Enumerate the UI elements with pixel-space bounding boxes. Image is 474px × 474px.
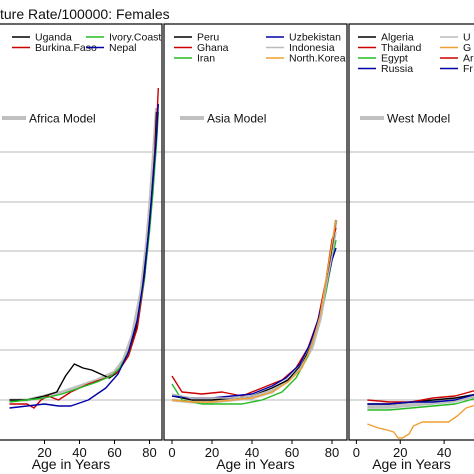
x-tick-label: 20 xyxy=(37,445,51,460)
gridlines xyxy=(349,151,474,401)
x-axis-label: Age in Years xyxy=(372,456,451,472)
x-tick-label: 40 xyxy=(72,445,86,460)
legend-label: G xyxy=(463,42,471,54)
x-tick-label: 80 xyxy=(325,445,339,460)
x-tick-label: 0 xyxy=(168,445,175,460)
model-label: West Model xyxy=(387,112,450,126)
gridlines xyxy=(0,151,162,401)
figure-title: ture Rate/100000: Females xyxy=(0,6,170,22)
legend-label: Indonesia xyxy=(289,42,335,54)
legend-label: Uganda xyxy=(35,32,72,44)
series-line-6 xyxy=(171,231,337,399)
panel-frame xyxy=(348,23,474,441)
legend-label: Nepal xyxy=(109,42,136,54)
x-tick-label: 20 xyxy=(393,445,407,460)
series-line-1 xyxy=(171,219,338,404)
legend-label: Ar xyxy=(463,53,474,65)
series-line-4 xyxy=(9,111,159,403)
series-line-5 xyxy=(171,247,337,399)
x-tick-label: 20 xyxy=(205,445,219,460)
series-line-6 xyxy=(367,404,474,439)
series-line-3 xyxy=(171,227,337,397)
series-line-5 xyxy=(367,394,474,405)
legend-label: Fr xyxy=(463,63,473,75)
series-line-3 xyxy=(9,87,159,409)
series-group xyxy=(171,219,338,405)
legend-label: Ivory.Coast xyxy=(109,32,161,44)
x-axis-label: Age in Years xyxy=(32,456,111,472)
series-group xyxy=(9,87,159,409)
x-tick-label: 60 xyxy=(285,445,299,460)
model-label: Asia Model xyxy=(207,112,266,126)
gridlines xyxy=(164,151,347,401)
legend-label: Russia xyxy=(381,63,413,75)
legend-label: U xyxy=(463,32,471,44)
legend-label: Iran xyxy=(197,53,215,65)
legend-label: Egypt xyxy=(381,53,408,65)
x-tick-label: 0 xyxy=(353,445,360,460)
series-line-2 xyxy=(9,111,158,401)
legend-label: Peru xyxy=(197,32,219,44)
series-line-7 xyxy=(171,219,337,403)
panel-frame xyxy=(0,23,163,441)
x-tick-label: 40 xyxy=(245,445,259,460)
legend-label: Uzbekistan xyxy=(289,32,341,44)
legend-label: North.Korea xyxy=(289,53,346,65)
series-line-4 xyxy=(367,398,474,411)
legend-label: Ghana xyxy=(197,42,229,54)
x-tick-label: 80 xyxy=(142,445,156,460)
legend-label: Thailand xyxy=(381,42,421,54)
legend-label: Burkina.Faso xyxy=(35,42,97,54)
series-group xyxy=(367,390,474,439)
series-line-3 xyxy=(367,390,474,403)
panel-frame xyxy=(163,23,348,441)
legend-label: Algeria xyxy=(381,32,414,44)
x-tick-label: 60 xyxy=(107,445,121,460)
model-label: Africa Model xyxy=(29,112,96,126)
series-line-2 xyxy=(171,219,337,401)
series-line-7 xyxy=(367,396,474,409)
series-line-5 xyxy=(9,103,159,409)
series-line-4 xyxy=(171,239,337,405)
x-tick-label: 40 xyxy=(437,445,451,460)
x-axis-label: Age in Years xyxy=(216,456,295,472)
